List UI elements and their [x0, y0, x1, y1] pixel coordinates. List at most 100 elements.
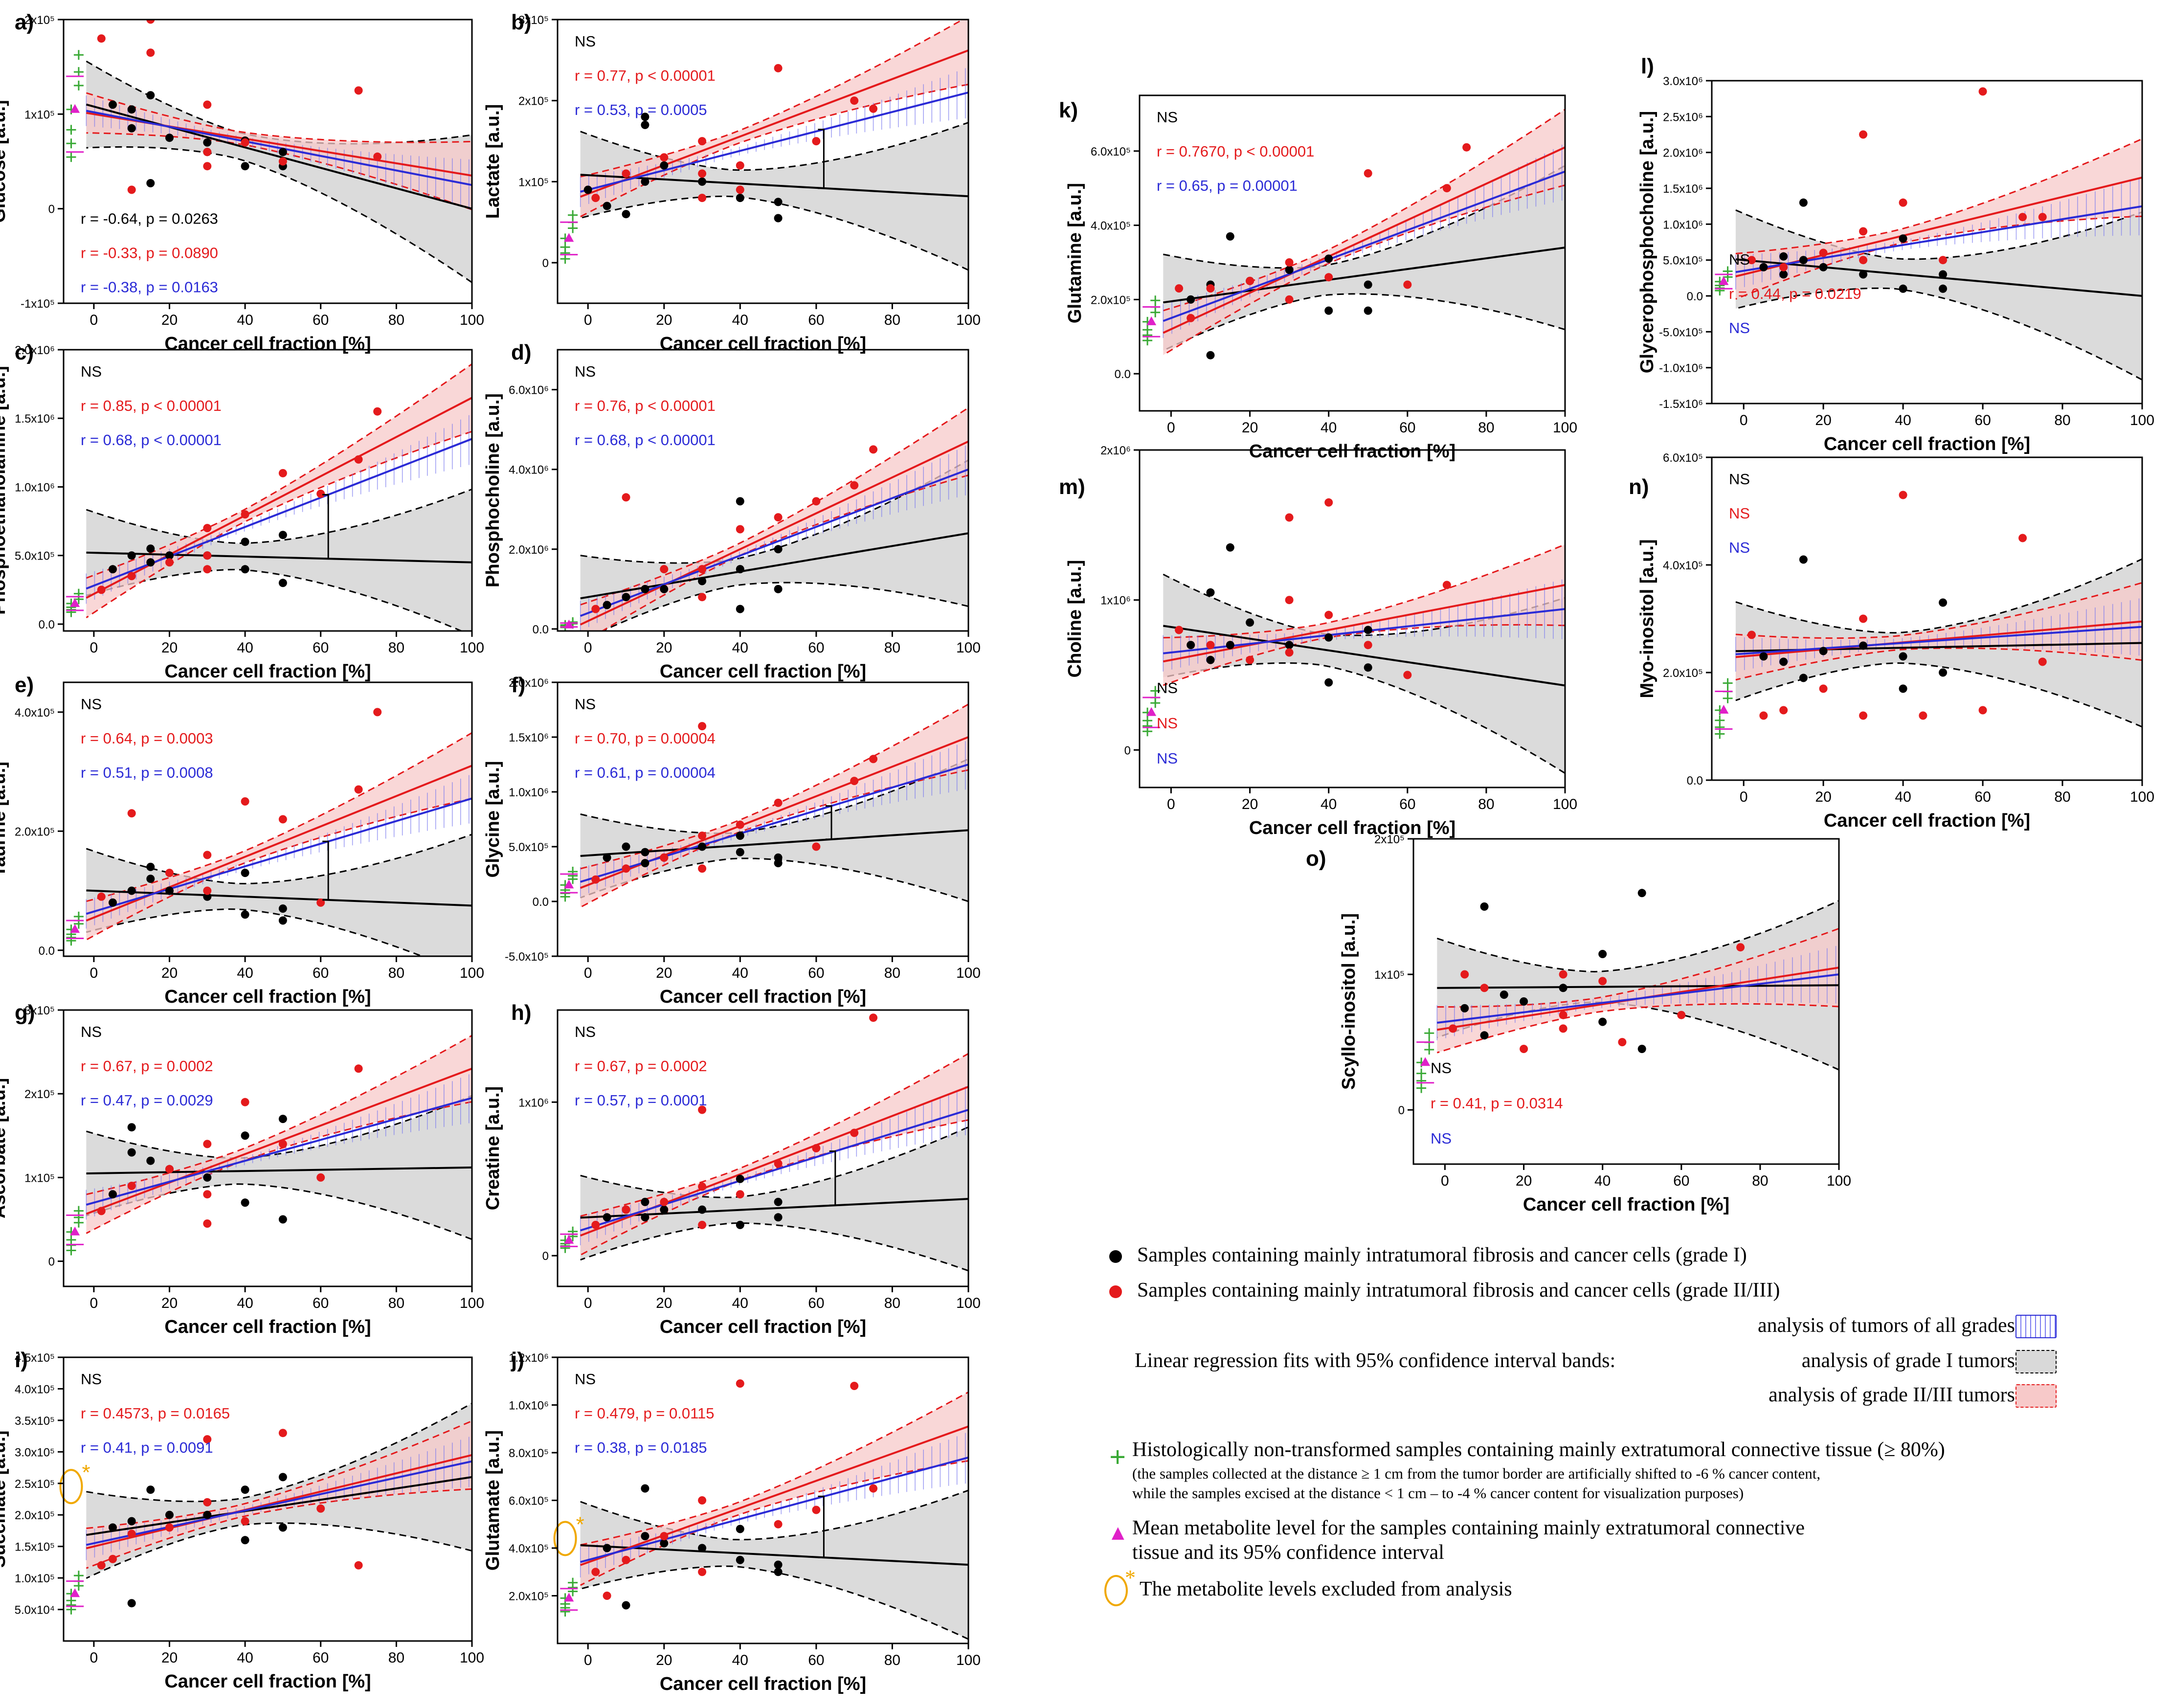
data-point-grade1 [203, 1173, 212, 1182]
data-point-grade1 [1559, 984, 1567, 992]
data-point-grade23 [698, 169, 707, 178]
legend-fit-grade1-swatch [2015, 1350, 2057, 1373]
y-axis-label: Glucose [a.u.] [0, 100, 9, 223]
panel-e-axes-frame [63, 681, 473, 957]
regression-line-all-grades [86, 110, 472, 186]
data-point-grade1 [1939, 270, 1948, 279]
panel-f-plot-area [560, 703, 968, 908]
regression-line-grade1 [86, 103, 472, 210]
x-axis-label: Cancer cell fraction [%] [164, 334, 371, 354]
y-tick-label: 0 [48, 1256, 55, 1269]
x-tick-label: 40 [237, 1650, 253, 1666]
x-tick-label: 100 [1553, 420, 1577, 436]
data-point-grade23 [698, 137, 707, 146]
legend-control-plus-icon: + [1109, 1441, 1126, 1473]
y-tick-label: 3.0x10⁶ [1663, 75, 1703, 88]
data-point-grade1 [165, 134, 174, 142]
data-point-grade23 [203, 1219, 212, 1228]
data-point-grade1 [241, 1198, 249, 1207]
regression-line-all-grades [1437, 973, 1839, 1024]
grade1-band-upper-edge [580, 122, 968, 171]
data-point-grade1 [736, 565, 744, 574]
grade1-band-lower-edge [86, 1522, 472, 1579]
y-tick-label: 1.0x10⁶ [509, 1399, 549, 1413]
panel-a: 0 20 40 60 80 100 -1x10⁵ 0 1x10⁵ 2x10⁵ Cancer cell… [0, 10, 484, 354]
control-mean-triangle-icon [1420, 1057, 1431, 1066]
data-point-grade1 [109, 898, 117, 907]
control-samples [560, 210, 578, 264]
y-tick-label: 2.0x10⁶ [1663, 147, 1703, 160]
y-tick-label: 1.2x10⁶ [509, 1351, 549, 1365]
panel-label: m) [1059, 475, 1085, 499]
regression-line-all-grades [86, 1460, 472, 1546]
y-axis-label: Lactate [a.u.] [483, 104, 503, 219]
data-point-grade23 [1859, 130, 1868, 139]
correlation-annotation: r = 0.76, p < 0.00001 [575, 397, 716, 414]
data-point-grade23 [354, 86, 363, 95]
y-tick-label: 1.5x10⁶ [1663, 182, 1703, 196]
regression-line-grade23 [86, 1454, 472, 1550]
data-point-grade1 [1226, 232, 1234, 241]
data-point-grade1 [641, 1213, 649, 1222]
data-point-grade23 [591, 194, 600, 202]
data-point-grade23 [97, 34, 106, 43]
y-tick-label: 0 [542, 1250, 549, 1263]
data-point-grade23 [203, 524, 212, 533]
data-point-grade1 [736, 848, 744, 856]
control-samples [1416, 1028, 1434, 1093]
panel-m-plot-area [1142, 498, 1565, 774]
x-tick-label: 100 [460, 965, 484, 981]
panel-a-axes-frame [63, 19, 473, 304]
control-sample-plus-icon [66, 138, 76, 149]
panel-b-axes-frame [557, 19, 969, 304]
panel-n-axes-frame [1711, 456, 2143, 781]
data-point-grade1 [109, 565, 117, 574]
data-point-grade1 [1939, 668, 1948, 677]
correlation-annotation: r = 0.67, p = 0.0002 [81, 1057, 213, 1075]
x-axis-label: Cancer cell fraction [%] [1249, 818, 1455, 838]
control-mean-triangle-icon [1719, 705, 1729, 714]
data-point-grade1 [241, 1131, 249, 1140]
correlation-annotation: NS [575, 1371, 596, 1388]
data-point-grade23 [203, 886, 212, 895]
panel-k-plot-area [1142, 109, 1565, 360]
data-point-grade23 [1364, 169, 1372, 178]
correlation-annotation: NS [1729, 471, 1750, 488]
correlation-annotation: NS [575, 33, 596, 50]
x-tick-label: 40 [732, 965, 748, 981]
panel-f-axes-frame [557, 681, 969, 957]
data-point-grade23 [1598, 977, 1607, 986]
correlation-annotation: r = 0.44, p = 0.0219 [1729, 285, 1861, 302]
panel-label: h) [511, 1001, 532, 1025]
data-point-grade23 [1618, 1038, 1627, 1047]
data-point-grade1 [1779, 657, 1788, 666]
data-point-grade1 [641, 859, 649, 868]
grade1-band-lower-edge [1735, 287, 2142, 381]
data-point-grade23 [850, 1128, 859, 1137]
y-axis-label: Taurine [a.u.] [0, 762, 9, 877]
y-tick-label: 1.5x10⁶ [15, 412, 55, 426]
data-point-grade23 [127, 1182, 136, 1190]
difference-bracket [818, 1495, 825, 1558]
data-point-grade23 [1736, 943, 1745, 952]
excluded-asterisk-icon: * [576, 1513, 584, 1537]
data-point-grade23 [812, 1144, 821, 1152]
x-tick-label: 80 [884, 1295, 900, 1311]
control-mean-triangle-icon [70, 104, 80, 113]
legend-fit-grade1-label: analysis of grade I tumors [1801, 1349, 2015, 1372]
data-point-grade23 [354, 1561, 363, 1570]
control-mean-ci-bars [66, 1580, 84, 1607]
x-tick-label: 0 [1441, 1173, 1449, 1189]
data-point-grade1 [603, 1544, 611, 1552]
correlation-annotation: NS [575, 363, 596, 380]
data-point-grade1 [1206, 351, 1215, 360]
x-tick-label: 40 [732, 312, 748, 328]
control-mean-triangle-icon [70, 1588, 80, 1597]
data-point-grade23 [698, 565, 707, 574]
data-point-grade23 [698, 194, 707, 202]
control-mean-ci-bars [66, 596, 84, 611]
control-mean-triangle-icon [70, 924, 80, 933]
data-point-grade1 [109, 1523, 117, 1532]
y-tick-label: 0.0 [533, 896, 549, 909]
x-tick-label: 20 [1242, 420, 1258, 436]
